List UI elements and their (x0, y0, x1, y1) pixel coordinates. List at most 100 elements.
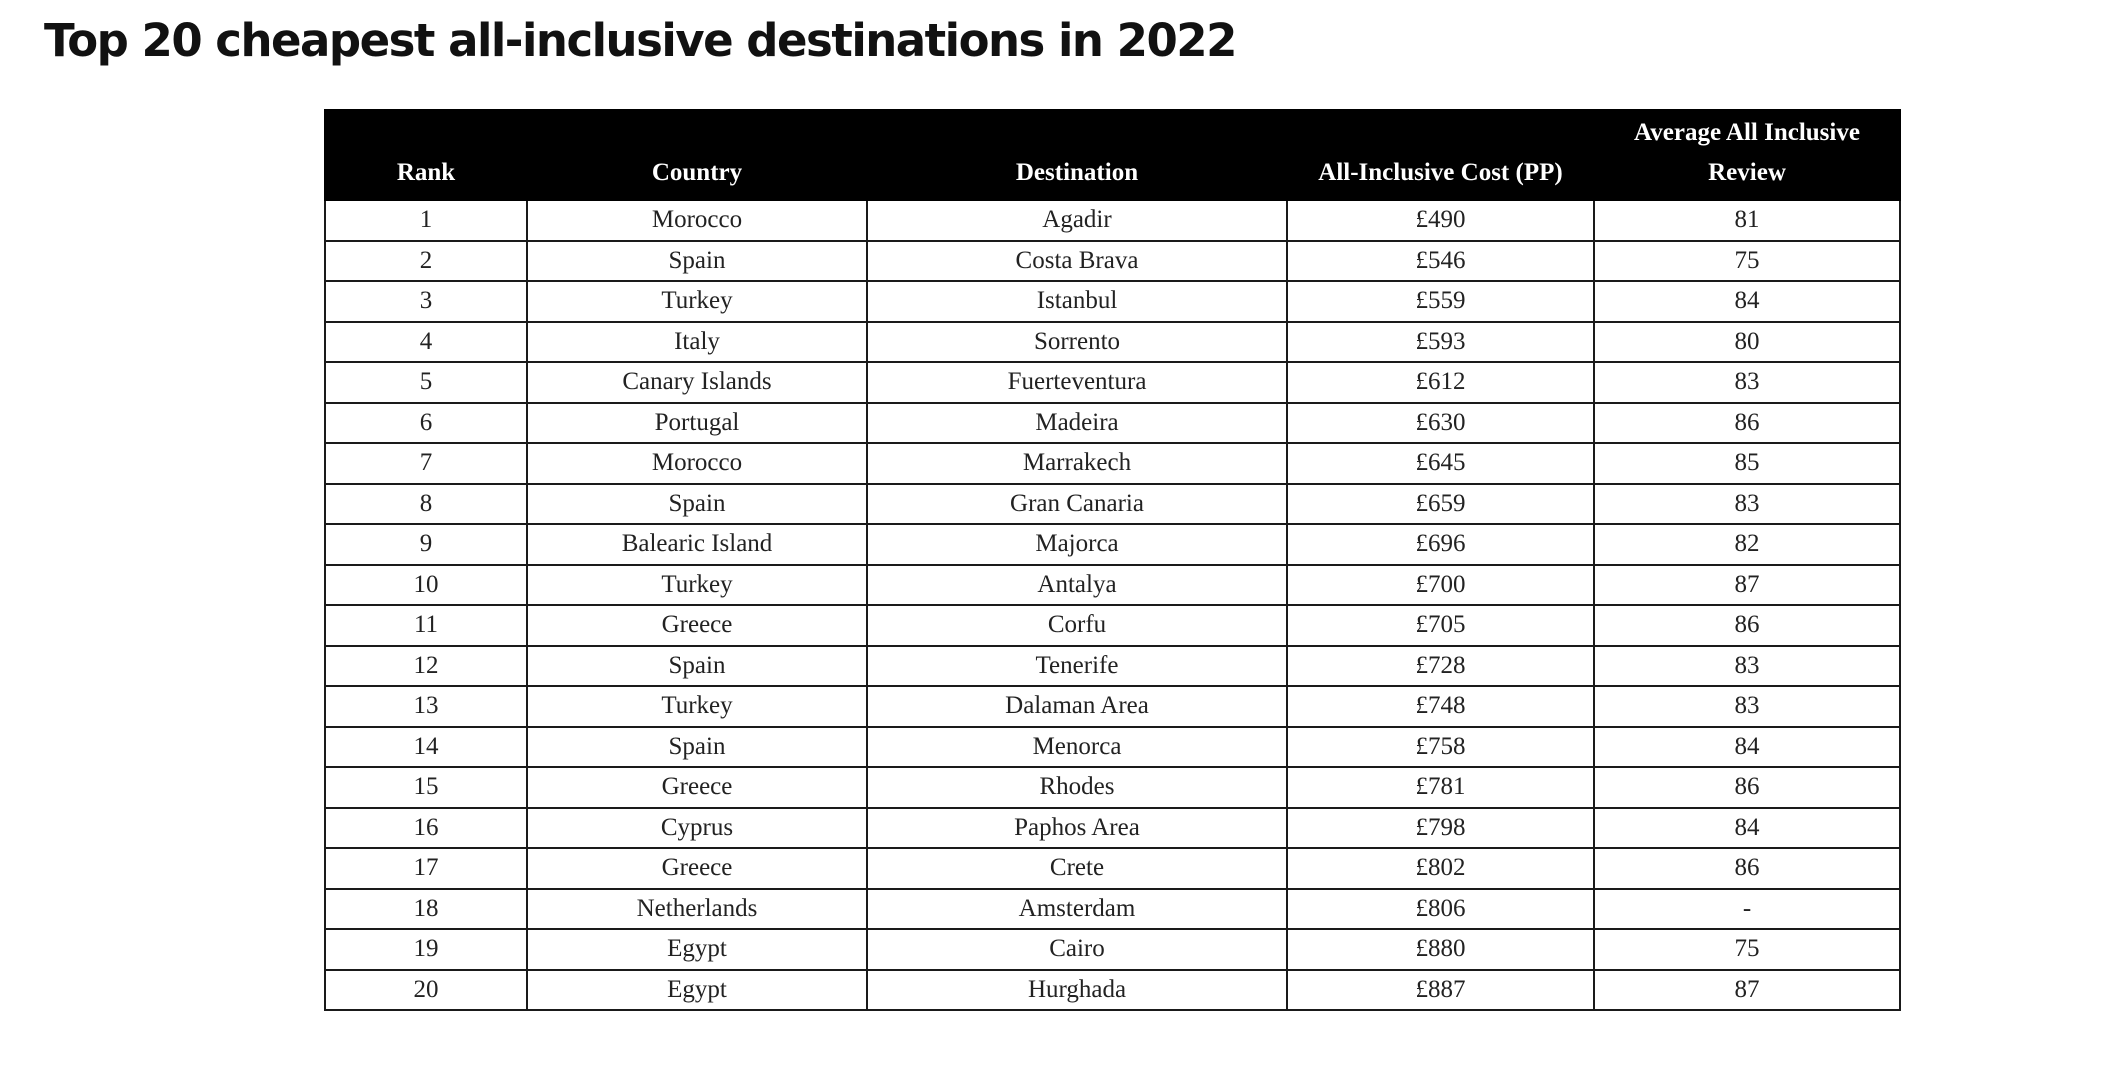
review-cell: 85 (1593, 442, 1901, 485)
cost-cell: £612 (1286, 361, 1595, 404)
table-row: 6 Portugal Madeira £630 86 (324, 401, 1901, 444)
country-cell: Turkey (526, 685, 868, 728)
cost-cell: £758 (1286, 725, 1595, 768)
rank-cell: 6 (324, 401, 528, 444)
review-cell: 87 (1593, 968, 1901, 1011)
rank-cell: 8 (324, 482, 528, 525)
header-review: Average All Inclusive Review (1593, 109, 1901, 201)
table-row: 9 Balearic Island Majorca £696 82 (324, 523, 1901, 566)
cost-cell: £880 (1286, 928, 1595, 971)
cost-cell: £490 (1286, 199, 1595, 242)
country-cell: Morocco (526, 199, 868, 242)
review-cell: 83 (1593, 482, 1901, 525)
destination-cell: Cairo (866, 928, 1288, 971)
country-cell: Turkey (526, 280, 868, 323)
review-cell: 75 (1593, 239, 1901, 282)
cost-cell: £748 (1286, 685, 1595, 728)
country-cell: Morocco (526, 442, 868, 485)
destination-cell: Marrakech (866, 442, 1288, 485)
destination-cell: Tenerife (866, 644, 1288, 687)
country-cell: Balearic Island (526, 523, 868, 566)
table-row: 20 Egypt Hurghada £887 87 (324, 968, 1901, 1011)
cost-cell: £728 (1286, 644, 1595, 687)
review-cell: 86 (1593, 401, 1901, 444)
country-cell: Turkey (526, 563, 868, 606)
cost-cell: £593 (1286, 320, 1595, 363)
header-destination: Destination (866, 109, 1288, 201)
destination-cell: Crete (866, 847, 1288, 890)
review-cell: 84 (1593, 725, 1901, 768)
country-cell: Greece (526, 847, 868, 890)
rank-cell: 16 (324, 806, 528, 849)
cost-cell: £781 (1286, 766, 1595, 809)
table-row: 17 Greece Crete £802 86 (324, 847, 1901, 890)
rank-cell: 13 (324, 685, 528, 728)
destination-cell: Antalya (866, 563, 1288, 606)
country-cell: Spain (526, 725, 868, 768)
cost-cell: £696 (1286, 523, 1595, 566)
rank-cell: 1 (324, 199, 528, 242)
table-row: 13 Turkey Dalaman Area £748 83 (324, 685, 1901, 728)
rank-cell: 3 (324, 280, 528, 323)
header-country: Country (526, 109, 868, 201)
header-row: Rank Country Destination All-Inclusive C… (324, 109, 1901, 201)
destination-cell: Fuerteventura (866, 361, 1288, 404)
rank-cell: 15 (324, 766, 528, 809)
cost-cell: £659 (1286, 482, 1595, 525)
country-cell: Netherlands (526, 887, 868, 930)
destination-cell: Hurghada (866, 968, 1288, 1011)
destination-cell: Dalaman Area (866, 685, 1288, 728)
review-cell: 86 (1593, 847, 1901, 890)
rank-cell: 10 (324, 563, 528, 606)
rank-cell: 14 (324, 725, 528, 768)
table-row: 1 Morocco Agadir £490 81 (324, 199, 1901, 242)
destination-cell: Madeira (866, 401, 1288, 444)
review-cell: 82 (1593, 523, 1901, 566)
cost-cell: £546 (1286, 239, 1595, 282)
table-row: 3 Turkey Istanbul £559 84 (324, 280, 1901, 323)
review-cell: 84 (1593, 806, 1901, 849)
table-row: 14 Spain Menorca £758 84 (324, 725, 1901, 768)
destination-cell: Menorca (866, 725, 1288, 768)
rank-cell: 9 (324, 523, 528, 566)
country-cell: Spain (526, 644, 868, 687)
rank-cell: 12 (324, 644, 528, 687)
rank-cell: 7 (324, 442, 528, 485)
cost-cell: £802 (1286, 847, 1595, 890)
review-cell: 80 (1593, 320, 1901, 363)
table-row: 2 Spain Costa Brava £546 75 (324, 239, 1901, 282)
ranking-table-container: Rank Country Destination All-Inclusive C… (324, 109, 1901, 1011)
destination-cell: Sorrento (866, 320, 1288, 363)
country-cell: Greece (526, 604, 868, 647)
cost-cell: £798 (1286, 806, 1595, 849)
rank-cell: 18 (324, 887, 528, 930)
review-cell: 86 (1593, 604, 1901, 647)
table-row: 5 Canary Islands Fuerteventura £612 83 (324, 361, 1901, 404)
review-cell: 83 (1593, 644, 1901, 687)
country-cell: Egypt (526, 928, 868, 971)
destination-cell: Corfu (866, 604, 1288, 647)
table-row: 11 Greece Corfu £705 86 (324, 604, 1901, 647)
cost-cell: £887 (1286, 968, 1595, 1011)
destination-cell: Istanbul (866, 280, 1288, 323)
header-cost: All-Inclusive Cost (PP) (1286, 109, 1595, 201)
review-cell: 87 (1593, 563, 1901, 606)
table-row: 18 Netherlands Amsterdam £806- (324, 887, 1901, 930)
rank-cell: 11 (324, 604, 528, 647)
country-cell: Cyprus (526, 806, 868, 849)
country-cell: Greece (526, 766, 868, 809)
destination-cell: Rhodes (866, 766, 1288, 809)
table-row: 15 Greece Rhodes £781 86 (324, 766, 1901, 809)
table-row: 8 Spain Gran Canaria £659 83 (324, 482, 1901, 525)
ranking-table: Rank Country Destination All-Inclusive C… (324, 109, 1901, 1011)
table-row: 16 Cyprus Paphos Area £798 84 (324, 806, 1901, 849)
destination-cell: Majorca (866, 523, 1288, 566)
rank-cell: 5 (324, 361, 528, 404)
cost-cell: £700 (1286, 563, 1595, 606)
country-cell: Egypt (526, 968, 868, 1011)
country-cell: Portugal (526, 401, 868, 444)
table-row: 7 Morocco Marrakech £645 85 (324, 442, 1901, 485)
country-cell: Canary Islands (526, 361, 868, 404)
destination-cell: Amsterdam (866, 887, 1288, 930)
review-cell: 86 (1593, 766, 1901, 809)
